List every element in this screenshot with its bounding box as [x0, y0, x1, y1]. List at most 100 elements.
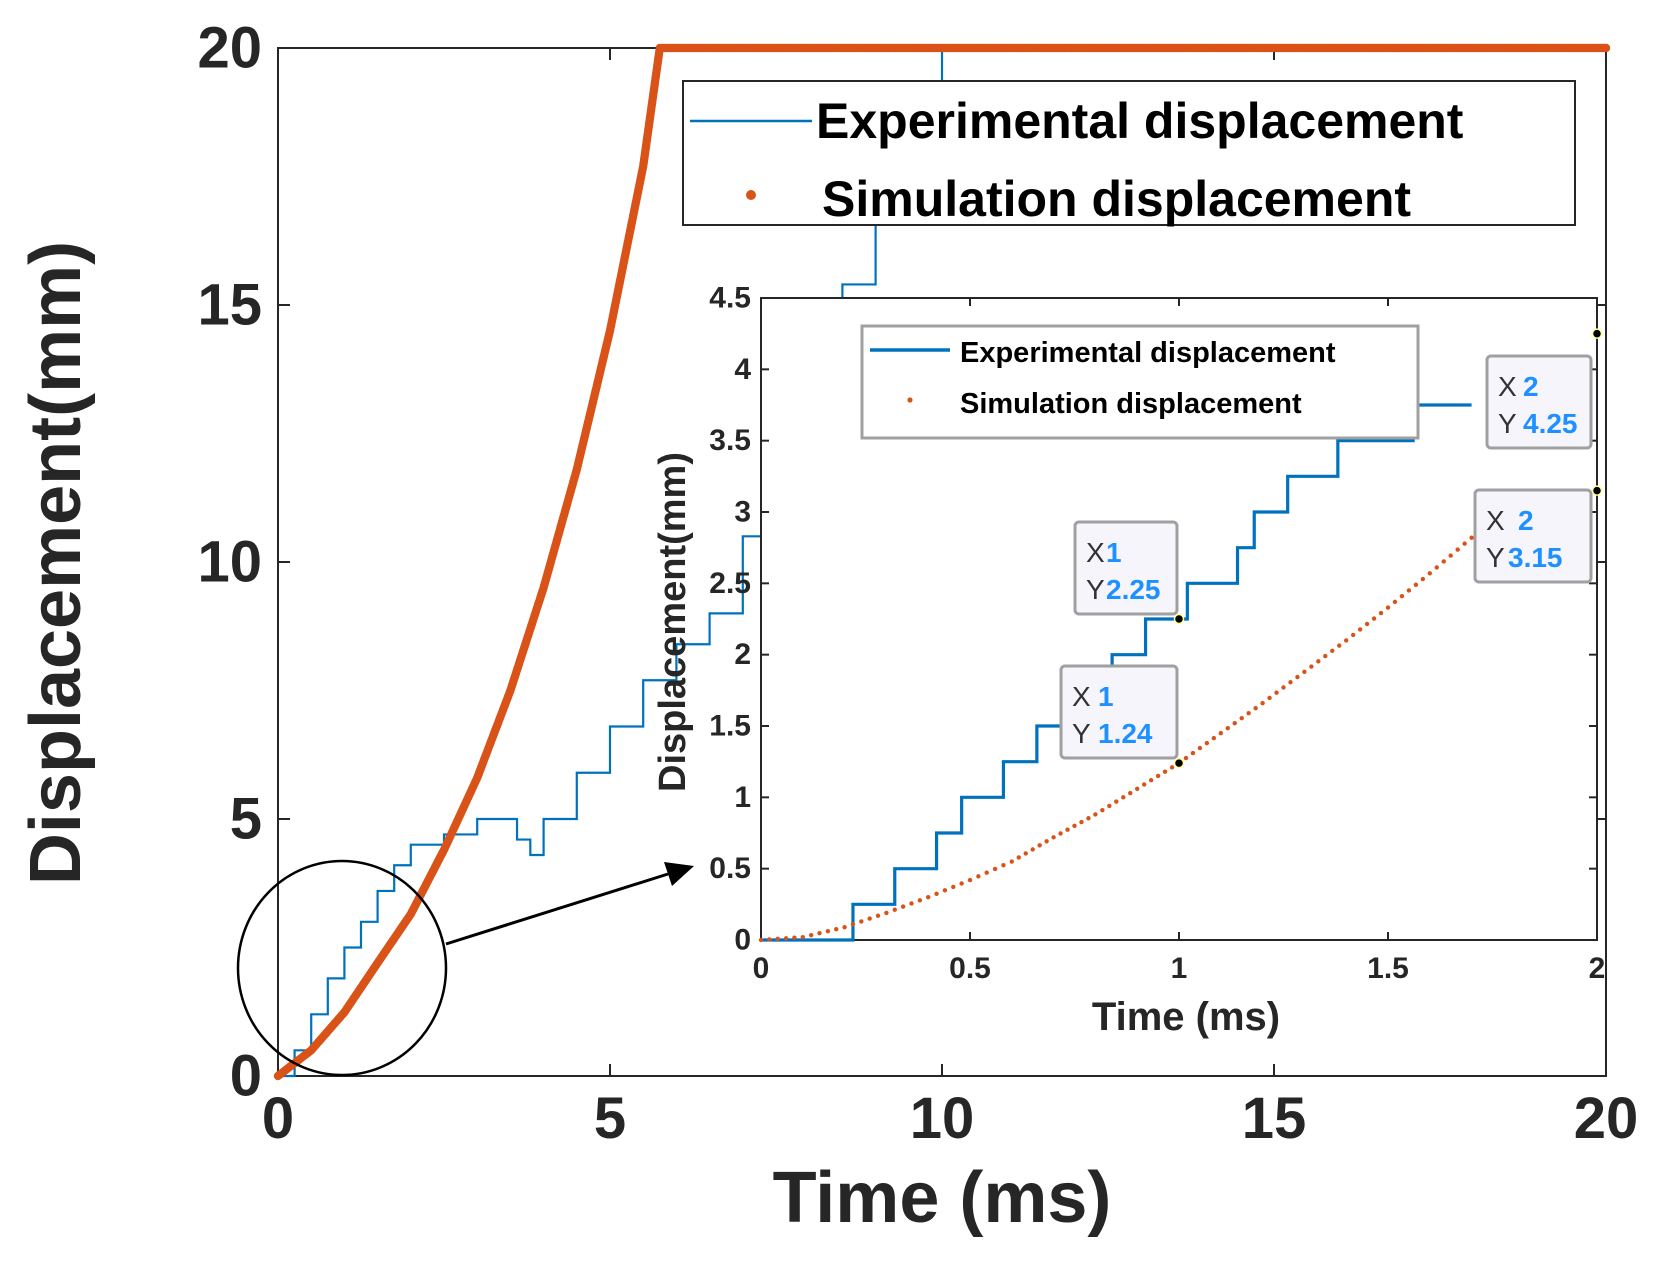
- datatip-x-value: 1: [1106, 537, 1122, 568]
- series-point-simulation: [1197, 745, 1203, 751]
- datatip-y-value: 4.25: [1523, 408, 1578, 439]
- series-point-simulation: [1030, 847, 1035, 852]
- series-point-simulation: [1441, 559, 1446, 564]
- y-tick-label: 4.5: [709, 282, 751, 315]
- y-tick-label: 0: [734, 924, 751, 957]
- main-x-axis-label: Time (ms): [773, 1158, 1112, 1238]
- zoom-circle: [236, 859, 448, 1077]
- y-tick-label: 4: [734, 353, 751, 386]
- y-tick-label: 3.5: [709, 424, 751, 457]
- series-point-simulation: [1225, 725, 1230, 731]
- main-series: [273, 43, 1611, 1081]
- series-point-simulation: [859, 919, 864, 924]
- y-tick-label: 5: [230, 787, 262, 852]
- series-point-simulation: [867, 916, 872, 921]
- y-tick-label: 20: [197, 16, 262, 81]
- series-point-simulation: [1295, 674, 1300, 680]
- main-legend-marker-simulation: [746, 190, 756, 200]
- series-point-simulation: [775, 936, 780, 942]
- series-point-simulation: [1385, 605, 1391, 610]
- datatip-box: [1059, 664, 1179, 760]
- series-point-simulation: [1330, 648, 1335, 654]
- datatip-point: [1173, 613, 1185, 625]
- y-tick-label: 1.5: [709, 710, 751, 743]
- datatip-exp-2[interactable]: X 2 Y 4.25: [1485, 354, 1593, 450]
- series-point-simulation: [1392, 599, 1398, 605]
- series-point-simulation: [1058, 831, 1063, 836]
- datatip-point: [1173, 757, 1185, 769]
- datatip-sim-1[interactable]: X 1 Y 1.24: [1059, 664, 1179, 760]
- series-point-simulation: [1232, 720, 1237, 726]
- series-point-simulation: [1162, 769, 1168, 774]
- inset-axes: 0 0.5 1 1.5 2 0 0.5 1 1.5 2 2.5 3 3.5 4 4.5 Time (ms)…: [652, 282, 1605, 1040]
- series-point-simulation: [1023, 851, 1028, 856]
- series-point-simulation: [1378, 610, 1384, 616]
- datatip-y-key: Y: [1072, 718, 1091, 749]
- datatip-x-key: X: [1072, 681, 1091, 712]
- x-tick-label: 15: [1242, 1086, 1307, 1151]
- series-point-simulation: [900, 904, 906, 909]
- series-point-simulation: [1281, 685, 1286, 690]
- datatip-point: [1591, 485, 1603, 496]
- datatip-x-value: 2: [1523, 371, 1539, 402]
- series-point-simulation: [917, 898, 923, 903]
- y-tick-label: 2.5: [709, 567, 751, 600]
- inset-legend-box: [860, 324, 1420, 440]
- datatip-x-key: X: [1086, 537, 1105, 568]
- series-point-simulation: [1316, 659, 1321, 664]
- datatip-y-key: Y: [1486, 542, 1505, 573]
- series-point-simulation: [967, 877, 973, 883]
- main-legend-label-experimental: Experimental displacement: [816, 93, 1464, 149]
- zoom-arrow: [445, 872, 669, 946]
- series-point-simulation: [842, 924, 847, 930]
- series-point-simulation: [1323, 653, 1328, 659]
- x-tick-label: 0.5: [949, 952, 991, 985]
- datatip-x-key: X: [1486, 505, 1505, 536]
- series-point-simulation: [884, 910, 889, 916]
- y-tick-label: 0.5: [709, 852, 751, 885]
- series-point-simulation: [1371, 616, 1377, 621]
- series-point-simulation: [1079, 819, 1084, 825]
- series-point-simulation: [942, 888, 948, 893]
- series-point-simulation: [1413, 582, 1419, 587]
- series-point-simulation: [1448, 553, 1453, 558]
- datatip-box: [1073, 520, 1179, 616]
- series-point-simulation: [1350, 632, 1356, 638]
- inset-y-axis-label: Displacement(mm): [652, 452, 694, 792]
- y-tick-label: 3: [734, 496, 751, 529]
- series-point-simulation: [1420, 576, 1426, 582]
- series-point-simulation: [1051, 835, 1056, 840]
- series-point-simulation: [1260, 700, 1265, 706]
- datatip-y-value: 2.25: [1106, 574, 1161, 605]
- series-point-simulation: [1100, 807, 1105, 813]
- series-point-simulation: [1462, 541, 1467, 546]
- series-point-simulation: [1135, 786, 1140, 791]
- series-point-simulation: [1155, 773, 1161, 779]
- datatip-sim-2[interactable]: X 2 Y 3.15: [1473, 488, 1593, 584]
- series-point-simulation: [767, 937, 772, 942]
- series-line-experimental: [761, 403, 1472, 942]
- series-point-simulation: [825, 928, 831, 934]
- series-point-simulation: [1114, 799, 1119, 804]
- y-tick-label: 10: [197, 530, 262, 595]
- series-point-simulation: [1065, 827, 1070, 832]
- series-point-simulation: [808, 932, 814, 938]
- x-tick-label: 1.5: [1367, 952, 1409, 985]
- datatip-x-value: 1: [1098, 681, 1114, 712]
- series-point-simulation: [1253, 705, 1258, 711]
- series-point-simulation: [1072, 823, 1077, 829]
- series-point-simulation: [1128, 790, 1133, 796]
- series-point-simulation: [984, 870, 989, 875]
- main-x-ticks: 0 5 10 15 20: [262, 48, 1638, 1151]
- series-point-simulation: [976, 874, 981, 879]
- series-point-simulation: [1357, 627, 1363, 632]
- series-point-simulation: [875, 913, 881, 918]
- inset-legend: Experimental displacement Simulation dis…: [860, 324, 1420, 440]
- inset-legend-label-experimental: Experimental displacement: [960, 337, 1336, 369]
- datatip-exp-1[interactable]: X 1 Y 2.25: [1073, 520, 1179, 616]
- series-point-simulation: [1121, 795, 1126, 800]
- series-point-simulation: [1601, 43, 1611, 53]
- series-point-simulation: [1434, 565, 1439, 570]
- main-legend: Experimental displacement Simulation dis…: [682, 80, 1576, 227]
